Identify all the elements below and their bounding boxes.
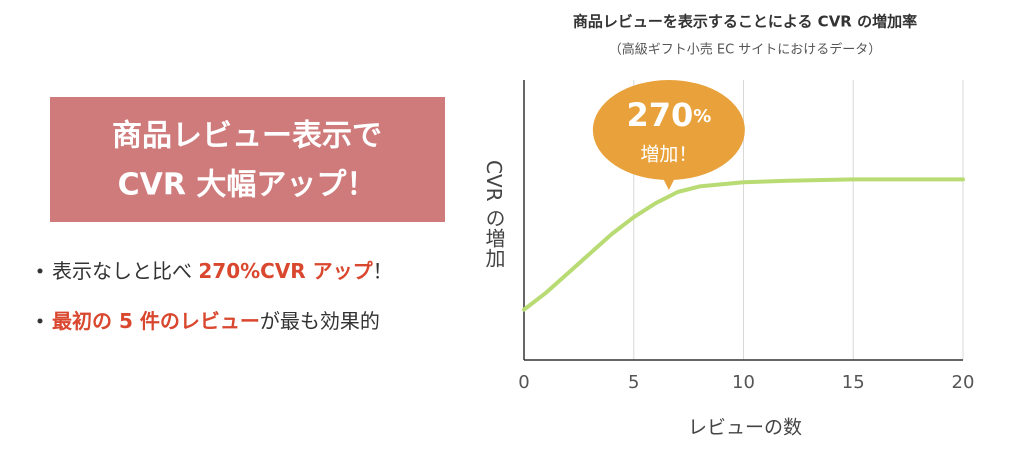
x-tick-label: 10	[732, 372, 755, 393]
x-tick-label: 5	[628, 372, 639, 393]
callout-bubble	[592, 80, 745, 180]
callout-unit: %	[693, 106, 711, 127]
heading-line: CVR 大幅アップ！	[118, 168, 377, 203]
chart-subtitle: （高級ギフト小売 EC サイトにおけるデータ）	[609, 42, 882, 58]
callout-text: 増加！	[640, 144, 697, 166]
bullet-highlight: 最初の 5 件のレビュー	[52, 309, 260, 333]
bullet-text: 表示なしと比べ	[52, 259, 198, 283]
callout: 270% 増加！	[592, 80, 745, 190]
heading-line: 商品レビュー表示で	[112, 119, 382, 154]
bullet: 表示なしと比べ 270%CVR アップ！	[52, 259, 393, 283]
bullet-highlight: 270%CVR アップ	[198, 259, 373, 283]
callout-number: 270%	[626, 96, 711, 134]
y-axis-label: CVR の増加	[482, 160, 506, 268]
x-tick-label: 0	[518, 372, 529, 393]
x-axis-label: レビューの数	[688, 417, 802, 439]
bullet-text: が最も効果的	[260, 309, 380, 333]
bullet-text: ！	[373, 259, 393, 283]
bullet: 最初の 5 件のレビューが最も効果的	[52, 309, 380, 333]
x-tick-label: 15	[842, 372, 865, 393]
bullet-dot	[37, 318, 43, 324]
data-line	[522, 177, 965, 312]
callout-value: 270	[626, 96, 693, 134]
plot: 0 5 10 15 20 270% 増加！	[518, 80, 974, 393]
heading-box	[50, 97, 445, 222]
bullet-dot	[37, 268, 43, 274]
x-tick-label: 20	[952, 372, 975, 393]
chart-title: 商品レビューを表示することによる CVR の増加率	[573, 13, 917, 31]
